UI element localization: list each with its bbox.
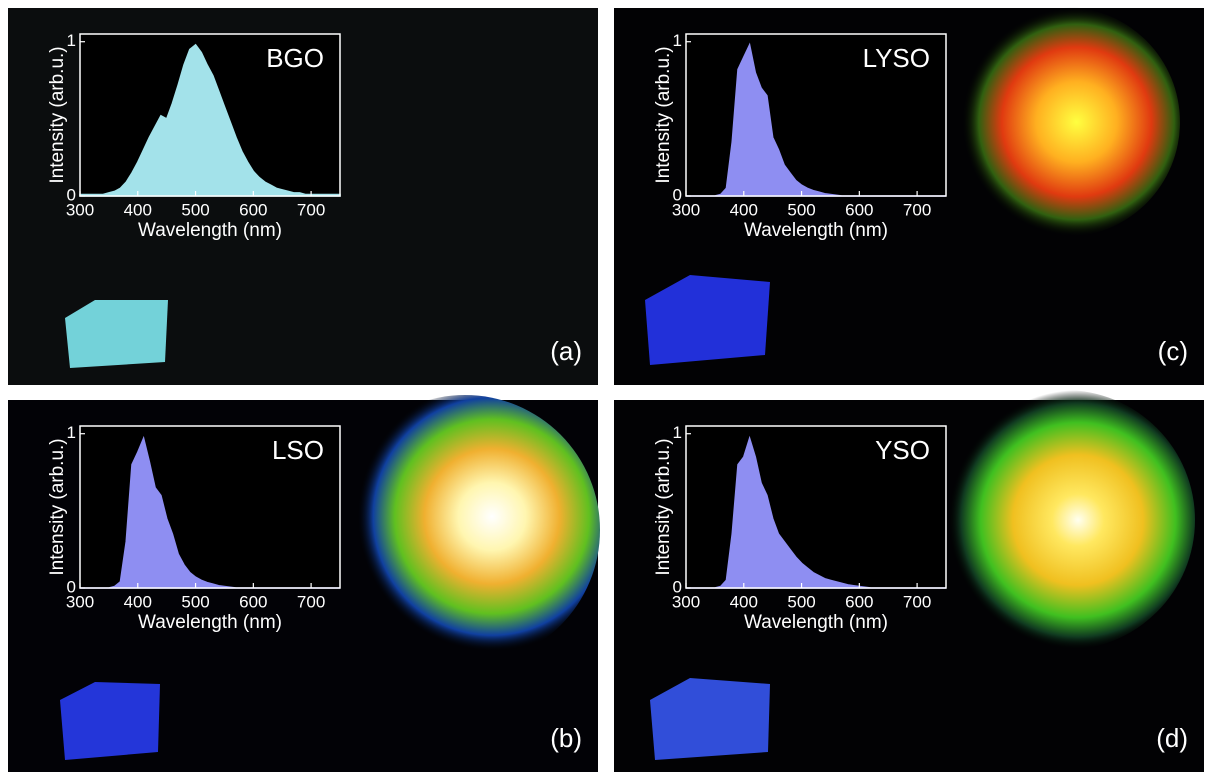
figure: 30040050060070001Wavelength (nm)Intensit… (0, 0, 1208, 777)
x-tick-label: 500 (787, 200, 815, 219)
x-tick-label: 700 (903, 592, 931, 611)
x-tick-label: 500 (181, 592, 209, 611)
x-axis-label: Wavelength (nm) (744, 220, 888, 241)
panel-label: (a) (550, 336, 582, 366)
x-tick-label: 400 (730, 200, 758, 219)
x-tick-label: 700 (297, 592, 325, 611)
y-tick-label: 0 (67, 185, 76, 204)
y-axis-label: Intensity (arb.u.) (653, 46, 674, 183)
spectrum-title: LYSO (863, 43, 930, 73)
x-tick-label: 500 (181, 200, 209, 219)
x-tick-label: 400 (730, 592, 758, 611)
x-tick-label: 700 (903, 200, 931, 219)
y-tick-label: 0 (67, 577, 76, 596)
x-tick-label: 600 (239, 592, 267, 611)
page: 30040050060070001Wavelength (nm)Intensit… (0, 0, 1208, 777)
y-tick-label: 0 (673, 577, 682, 596)
x-tick-label: 400 (124, 200, 152, 219)
y-axis-label: Intensity (arb.u.) (47, 438, 68, 575)
x-tick-label: 400 (124, 592, 152, 611)
spectrum-title: YSO (875, 435, 930, 465)
x-axis-label: Wavelength (nm) (138, 612, 282, 633)
x-tick-label: 700 (297, 200, 325, 219)
x-tick-label: 600 (239, 200, 267, 219)
panel-label: (d) (1156, 723, 1188, 753)
x-tick-label: 500 (787, 592, 815, 611)
x-tick-label: 600 (845, 200, 873, 219)
y-tick-label: 0 (673, 185, 682, 204)
y-axis-label: Intensity (arb.u.) (653, 438, 674, 575)
x-axis-label: Wavelength (nm) (744, 612, 888, 633)
spectrum-title: BGO (266, 43, 324, 73)
x-tick-label: 600 (845, 592, 873, 611)
spectrum-title: LSO (272, 435, 324, 465)
y-axis-label: Intensity (arb.u.) (47, 46, 68, 183)
panel-label: (c) (1158, 336, 1188, 366)
x-axis-label: Wavelength (nm) (138, 220, 282, 241)
panel-label: (b) (550, 723, 582, 753)
